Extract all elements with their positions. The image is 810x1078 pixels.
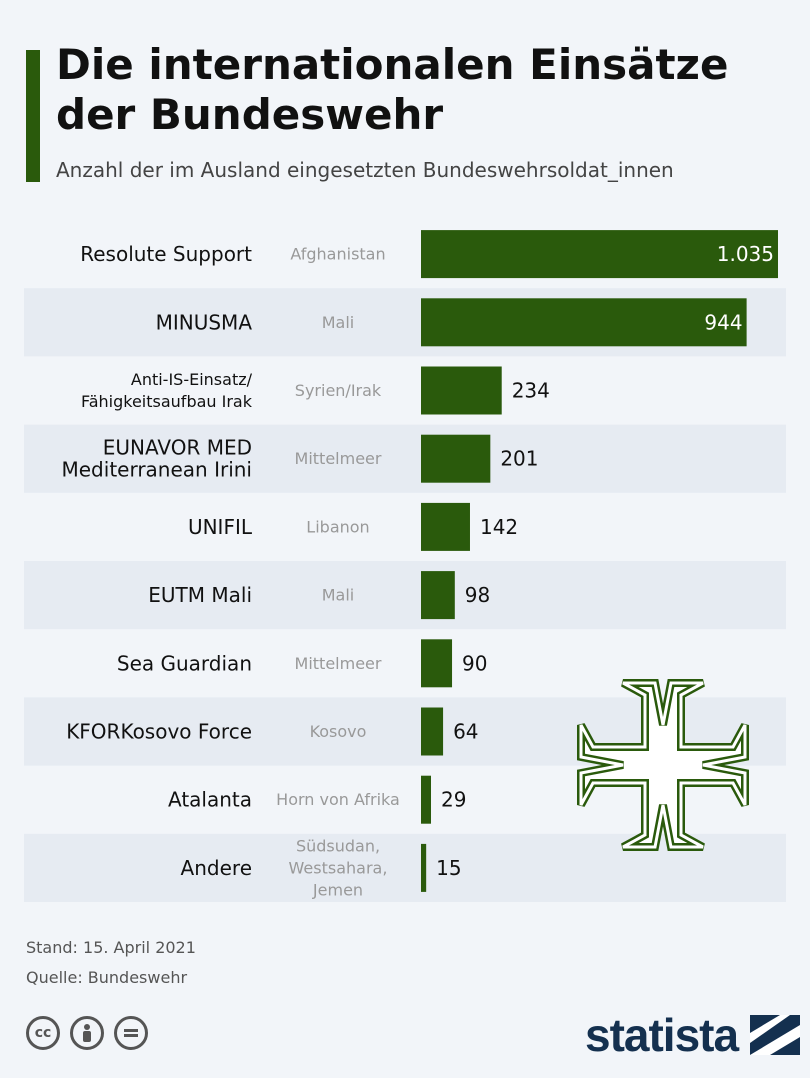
data-bar — [421, 775, 432, 824]
source-note: Quelle: Bundeswehr — [26, 968, 188, 987]
region-label: Libanon — [306, 517, 369, 536]
value-label: 64 — [453, 720, 478, 744]
value-label: 1.035 — [717, 242, 774, 266]
value-label: 944 — [704, 310, 742, 334]
region-label: Horn von Afrika — [276, 790, 400, 809]
data-bar — [421, 230, 778, 279]
by-icon[interactable] — [70, 1016, 104, 1050]
value-label: 142 — [480, 515, 518, 539]
row-stripe — [24, 424, 786, 493]
value-label: 98 — [465, 583, 490, 607]
region-label: Afghanistan — [290, 245, 385, 264]
region-label: Kosovo — [310, 722, 367, 741]
license-icons: cc — [26, 1016, 148, 1050]
category-label: UNIFIL — [188, 515, 253, 539]
value-label: 201 — [500, 447, 538, 471]
value-label: 29 — [441, 788, 466, 812]
value-label: 234 — [512, 379, 550, 403]
brand-name: statista — [585, 1009, 739, 1061]
data-bar — [421, 707, 444, 756]
category-label: Resolute Support — [80, 242, 252, 266]
nd-icon[interactable] — [114, 1016, 148, 1050]
title-accent-bar — [26, 50, 40, 182]
category-label: MINUSMA — [156, 310, 253, 334]
chart-subtitle: Anzahl der im Ausland eingesetzten Bunde… — [56, 158, 674, 182]
statista-mark-icon — [750, 1015, 801, 1055]
data-bar — [421, 843, 427, 892]
data-bar — [421, 366, 502, 415]
cc-icon[interactable]: cc — [26, 1016, 60, 1050]
data-bar — [421, 571, 455, 620]
region-label: Mittelmeer — [295, 449, 382, 468]
category-label: Atalanta — [168, 788, 252, 812]
category-label: KFORKosovo Force — [66, 720, 252, 744]
value-label: 15 — [436, 856, 461, 880]
data-bar — [421, 298, 747, 347]
region-label: Mali — [322, 586, 355, 605]
region-label: Mali — [322, 313, 355, 332]
region-label: Syrien/Irak — [295, 381, 382, 400]
iron-cross-icon — [577, 679, 749, 851]
category-label: EUTM Mali — [148, 583, 252, 607]
statista-logo[interactable]: statista — [585, 1008, 801, 1062]
data-bar — [421, 502, 470, 551]
chart-title: Die internationalen Einsätze der Bundesw… — [56, 40, 729, 139]
category-label: Andere — [181, 856, 252, 880]
category-label: Sea Guardian — [117, 651, 252, 675]
category-label: EUNAVOR MED Mediterranean Irini — [62, 436, 253, 482]
row-stripe — [24, 561, 786, 630]
region-label: Südsudan, Westsahara, Jemen — [289, 836, 388, 899]
value-label: 90 — [462, 651, 487, 675]
data-bar — [421, 639, 453, 688]
category-label: Anti-IS-Einsatz/Fähigkeitsaufbau Irak — [81, 370, 253, 411]
data-bar — [421, 434, 491, 483]
date-note: Stand: 15. April 2021 — [26, 938, 196, 957]
region-label: Mittelmeer — [295, 654, 382, 673]
